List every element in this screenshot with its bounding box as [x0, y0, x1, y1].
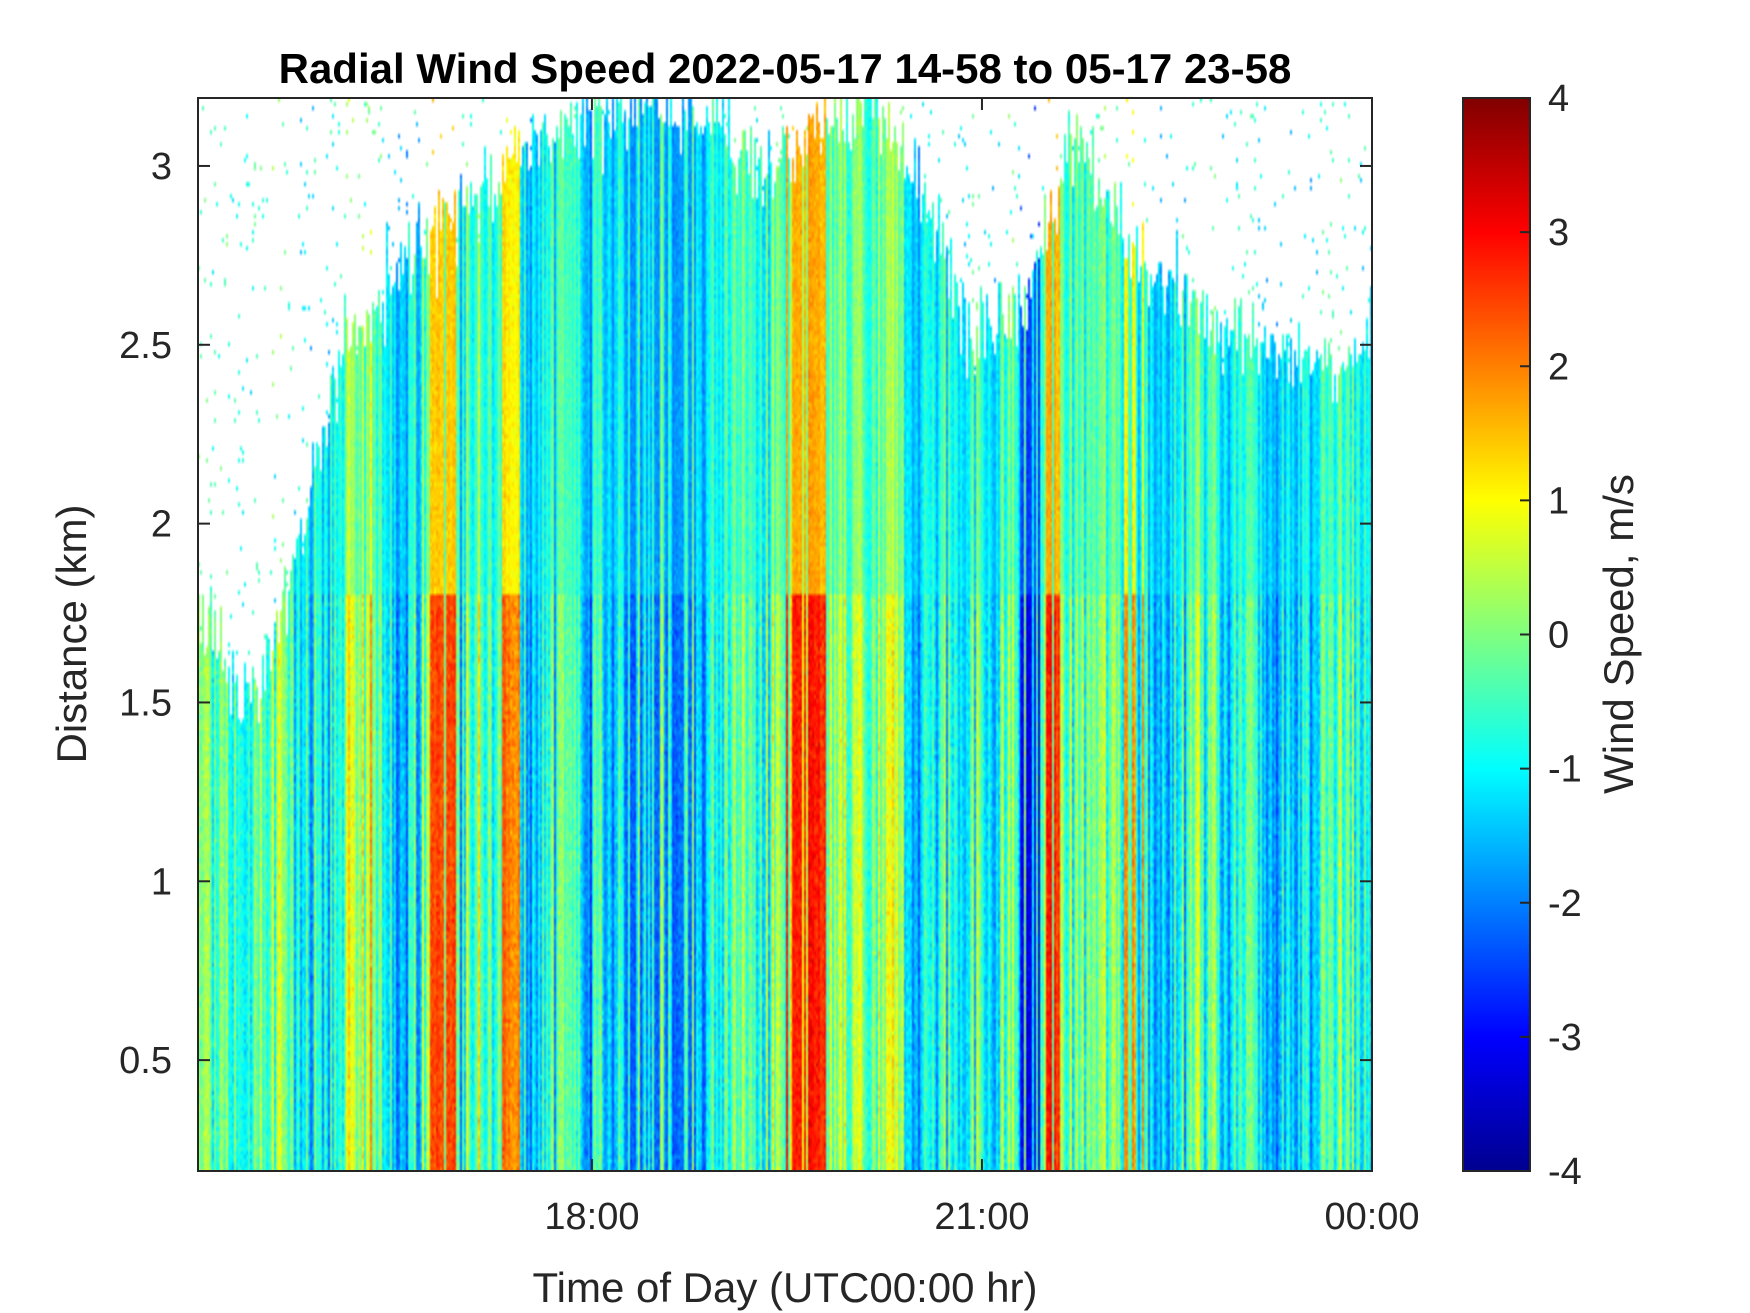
chart-title: Radial Wind Speed 2022-05-17 14-58 to 05…: [279, 45, 1292, 92]
colorbar-label: Wind Speed, m/s: [1595, 474, 1642, 794]
x-tick-label: 21:00: [934, 1196, 1029, 1238]
colorbar-tick-label: 3: [1548, 212, 1569, 254]
colorbar-tick-label: 2: [1548, 346, 1569, 388]
y-axis: 0.5 1 1.5 2 2.5 3: [119, 146, 1372, 1082]
x-tick-label: 18:00: [544, 1196, 639, 1238]
y-tick-label: 2: [151, 504, 172, 546]
y-tick-label: 3: [151, 146, 172, 188]
y-tick-label: 0.5: [119, 1040, 172, 1082]
colorbar: [1462, 97, 1531, 1172]
x-axis: 18:00 21:00 00:00: [544, 98, 1420, 1238]
colorbar-tick-label: -1: [1548, 749, 1582, 791]
y-tick-label: 1.5: [119, 682, 172, 724]
x-axis-label: Time of Day (UTC00:00 hr): [533, 1264, 1038, 1311]
y-axis-label: Distance (km): [48, 504, 95, 763]
y-tick-label: 1: [151, 861, 172, 903]
colorbar-tick-label: 1: [1548, 480, 1569, 522]
plot-frame: [197, 97, 1373, 1172]
colorbar-ticks: 4 3 2 1 0 -1 -2 -3 -4: [1520, 78, 1582, 1193]
colorbar-tick-label: -4: [1548, 1151, 1582, 1193]
heatmap-image: [198, 98, 1372, 1171]
colorbar-tick-label: -2: [1548, 883, 1582, 925]
y-tick-label: 2.5: [119, 325, 172, 367]
colorbar-tick-label: 0: [1548, 615, 1569, 657]
colorbar-tick-label: 4: [1548, 78, 1569, 120]
x-tick-label: 00:00: [1324, 1196, 1419, 1238]
colorbar-tick-label: -3: [1548, 1017, 1582, 1059]
